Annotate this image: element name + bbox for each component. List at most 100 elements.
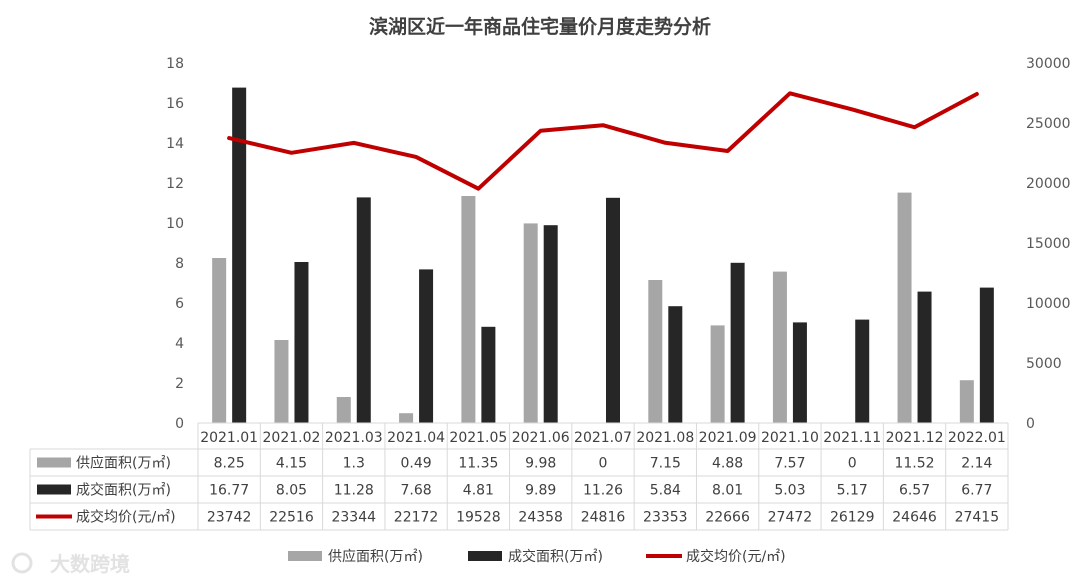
y-left-tick-label: 16 bbox=[166, 96, 184, 112]
data-table: 2021.01 2021.02 2021.03 2021.04 2021.05 2021.… bbox=[29, 422, 1009, 531]
supply-bar bbox=[959, 380, 974, 423]
data-label: 27415 bbox=[955, 510, 1000, 526]
y-right-tick-label: 0 bbox=[1026, 416, 1035, 432]
y-left-tick-label: 0 bbox=[175, 416, 184, 432]
legend: 供应面积(万㎡) 成交面积(万㎡) 成交均价(元/㎡) bbox=[288, 548, 786, 565]
data-label: 8.01 bbox=[712, 483, 743, 499]
y-left-tick-label: 2 bbox=[175, 376, 184, 392]
supply-bar bbox=[336, 397, 351, 423]
supply-bar bbox=[461, 196, 476, 423]
y-right-tick-label: 10000 bbox=[1026, 296, 1071, 312]
deal-bar bbox=[730, 262, 745, 423]
x-tick-label: 2021.11 bbox=[823, 430, 881, 446]
deal-bar bbox=[668, 306, 683, 423]
supply-bar bbox=[399, 413, 414, 423]
watermark-logo-icon bbox=[11, 552, 33, 574]
x-tick-label: 2022.01 bbox=[948, 430, 1006, 446]
data-label: 16.77 bbox=[209, 483, 249, 499]
y-right-tick-label: 20000 bbox=[1026, 176, 1071, 192]
legend-label: 成交面积(万㎡) bbox=[508, 548, 603, 565]
deal-bar bbox=[792, 322, 807, 423]
data-label: 11.35 bbox=[458, 456, 498, 472]
data-label: 7.15 bbox=[650, 456, 681, 472]
legend-label: 成交均价(元/㎡) bbox=[686, 548, 786, 565]
y-right-tick-label: 15000 bbox=[1026, 236, 1071, 252]
y-right-tick-label: 5000 bbox=[1026, 356, 1062, 372]
data-label: 23742 bbox=[207, 510, 252, 526]
data-label: 11.26 bbox=[583, 483, 623, 499]
data-label: 4.15 bbox=[276, 456, 307, 472]
y-left-tick-label: 18 bbox=[166, 56, 184, 72]
data-label: 0 bbox=[848, 456, 857, 472]
deal-bar bbox=[979, 287, 994, 423]
data-label: 5.03 bbox=[774, 483, 805, 499]
data-label: 6.77 bbox=[961, 483, 992, 499]
data-label: 22516 bbox=[269, 510, 314, 526]
y-right-tick-label: 30000 bbox=[1026, 56, 1071, 72]
data-label: 4.88 bbox=[712, 456, 743, 472]
x-tick-label: 2021.06 bbox=[512, 430, 570, 446]
data-label: 5.17 bbox=[837, 483, 868, 499]
x-tick-label: 2021.04 bbox=[387, 430, 445, 446]
data-label: 0 bbox=[599, 456, 608, 472]
watermark-text: 大数跨境 bbox=[50, 552, 130, 576]
x-tick-label: 2021.09 bbox=[699, 430, 757, 446]
data-label: 24358 bbox=[518, 510, 563, 526]
data-label: 1.3 bbox=[343, 456, 365, 472]
data-label: 23344 bbox=[331, 510, 376, 526]
deal-bar bbox=[855, 319, 870, 423]
data-label: 19528 bbox=[456, 510, 501, 526]
data-label: 27472 bbox=[768, 510, 813, 526]
y-left-tick-label: 14 bbox=[166, 136, 184, 152]
data-label: 8.25 bbox=[214, 456, 245, 472]
deal-bar bbox=[917, 291, 932, 423]
data-label: 22172 bbox=[394, 510, 439, 526]
y-left-tick-label: 6 bbox=[175, 296, 184, 312]
data-label: 7.57 bbox=[774, 456, 805, 472]
deal-bar bbox=[294, 262, 309, 423]
data-label: 23353 bbox=[643, 510, 688, 526]
plot-area: 0 2 4 6 8 10 12 14 16 18 0 5000 10000 15000 20000 25000… bbox=[166, 56, 1070, 432]
legend-key bbox=[468, 551, 502, 561]
data-label: 7.68 bbox=[400, 483, 431, 499]
deal-bar bbox=[543, 225, 558, 423]
x-tick-label: 2021.05 bbox=[449, 430, 507, 446]
data-label: 8.05 bbox=[276, 483, 307, 499]
price-line bbox=[227, 91, 979, 191]
data-label: 9.98 bbox=[525, 456, 556, 472]
table-legend-key bbox=[37, 457, 71, 468]
data-label: 26129 bbox=[830, 510, 875, 526]
supply-bar bbox=[772, 271, 787, 423]
data-label: 4.81 bbox=[463, 483, 494, 499]
data-label: 24816 bbox=[581, 510, 626, 526]
data-label: 22666 bbox=[705, 510, 750, 526]
data-label: 9.89 bbox=[525, 483, 556, 499]
x-tick-label: 2021.08 bbox=[636, 430, 694, 446]
legend-label: 供应面积(万㎡) bbox=[328, 548, 423, 565]
deal-bar bbox=[232, 87, 247, 423]
supply-bar bbox=[648, 280, 663, 423]
data-label: 2.14 bbox=[961, 456, 992, 472]
supply-bar bbox=[212, 258, 227, 423]
supply-bar bbox=[274, 340, 289, 423]
x-tick-label: 2021.12 bbox=[886, 430, 944, 446]
deal-bar bbox=[481, 326, 496, 423]
data-label: 11.52 bbox=[894, 456, 934, 472]
x-tick-label: 2021.07 bbox=[574, 430, 632, 446]
supply-bar bbox=[897, 192, 912, 423]
x-tick-label: 2021.10 bbox=[761, 430, 819, 446]
x-tick-label: 2021.03 bbox=[325, 430, 383, 446]
supply-bar bbox=[523, 223, 538, 423]
data-label: 5.84 bbox=[650, 483, 681, 499]
y-left-tick-label: 12 bbox=[166, 176, 184, 192]
data-label: 6.57 bbox=[899, 483, 930, 499]
supply-bar bbox=[710, 325, 725, 423]
x-tick-label: 2021.02 bbox=[263, 430, 321, 446]
y-left-tick-label: 4 bbox=[175, 336, 184, 352]
data-label: 0.49 bbox=[400, 456, 431, 472]
y-left-tick-label: 10 bbox=[166, 216, 184, 232]
table-row-label: 成交均价(元/㎡) bbox=[76, 509, 176, 526]
legend-key bbox=[288, 551, 322, 561]
deal-bar bbox=[356, 197, 371, 423]
